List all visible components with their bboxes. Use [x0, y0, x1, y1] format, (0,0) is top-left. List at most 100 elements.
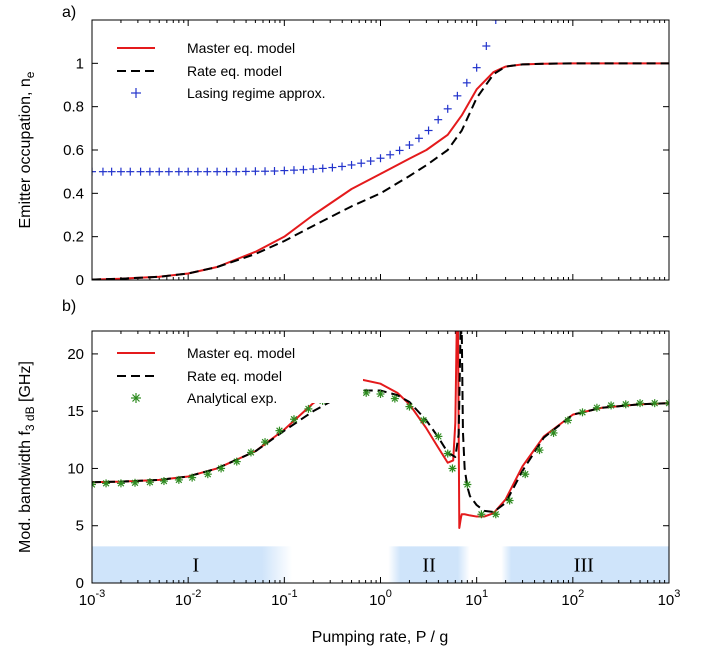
analytical-marker [477, 510, 486, 519]
analytical-marker [491, 510, 500, 519]
x-tick-label-base: 10 [79, 592, 96, 609]
analytical-marker [607, 401, 616, 410]
lasing-approx-marker [222, 167, 231, 176]
analytical-marker [102, 479, 111, 488]
analytical-marker [390, 394, 399, 403]
analytical-marker [232, 457, 241, 466]
lasing-approx-marker [155, 167, 164, 176]
x-tick-label-base: 10 [271, 592, 288, 609]
panel-a: a) 0 0.2 0.4 0.6 0.8 1 Emitter occupation, ne… [17, 4, 670, 289]
lasing-approx-marker [328, 163, 337, 172]
analytical-marker [592, 403, 601, 412]
legend-b-rate-label: Rate eq. model [187, 368, 282, 384]
x-tick-label: 10-1 [271, 588, 297, 609]
analytical-marker [650, 399, 659, 408]
lasing-approx-marker [126, 167, 135, 176]
analytical-marker [275, 426, 284, 435]
lasing-approx-marker [107, 167, 116, 176]
lasing-approx-marker [213, 167, 222, 176]
legend-a-lasing-label: Lasing regime approx. [187, 85, 326, 101]
analytical-marker [563, 416, 572, 425]
analytical-marker [636, 399, 645, 408]
lasing-approx-marker [405, 141, 414, 150]
panel-b-legend: Master eq. model Rate eq. model Analytic… [101, 341, 363, 406]
x-tick-label: 102 [561, 588, 584, 609]
lasing-approx-marker [376, 154, 385, 163]
legend-b-master-label: Master eq. model [187, 345, 295, 361]
lasing-approx-marker [193, 167, 202, 176]
x-tick-label-exponent: -3 [95, 588, 105, 600]
x-tick-label-base: 10 [561, 592, 578, 609]
lasing-approx-marker [164, 167, 173, 176]
analytical-marker [419, 416, 428, 425]
analytical-marker [549, 428, 558, 437]
lasing-approx-marker [472, 63, 481, 72]
lasing-approx-marker [434, 115, 443, 124]
x-tick-label-base: 10 [658, 592, 675, 609]
analytical-marker [203, 470, 212, 479]
lasing-approx-marker [347, 160, 356, 169]
analytical-marker [304, 404, 313, 413]
analytical-marker [443, 449, 452, 458]
region-label-2: II [422, 555, 435, 577]
analytical-marker [145, 478, 154, 487]
panel-b-y-axis-label-sub: 3 dB [23, 406, 37, 431]
panel-b-regions: I II III [92, 546, 669, 583]
analytical-marker [448, 464, 457, 473]
region-band-2 [388, 546, 470, 583]
y-tick-label: 0.2 [63, 229, 84, 246]
y-tick-label: 1 [76, 55, 84, 72]
panel-a-label: a) [62, 4, 76, 21]
lasing-approx-marker [443, 104, 452, 113]
lasing-approx-marker [261, 167, 270, 176]
panel-a-ticks: 0 0.2 0.4 0.6 0.8 1 [63, 20, 670, 289]
panel-a-y-axis-label: Emitter occupation, ne [17, 71, 37, 228]
analytical-marker [116, 479, 125, 488]
series-line-rate-eq [92, 331, 669, 513]
analytical-marker [188, 473, 197, 482]
region-label-3: III [574, 555, 594, 577]
x-tick-label-base: 10 [175, 592, 192, 609]
lasing-approx-marker [289, 166, 298, 175]
analytical-marker [505, 496, 514, 505]
x-tick-label: 100 [369, 588, 392, 609]
lasing-approx-marker [453, 91, 462, 100]
analytical-marker [621, 400, 630, 409]
panel-a-frame [91, 19, 670, 281]
lasing-approx-marker [270, 167, 279, 176]
lasing-approx-marker [136, 167, 145, 176]
x-tick-label-exponent: 2 [578, 588, 584, 600]
y-tick-label: 0.4 [63, 185, 84, 202]
y-tick-label: 0.6 [63, 142, 84, 159]
lasing-approx-marker [482, 42, 491, 50]
series-line-rate-eq [92, 62, 669, 280]
analytical-marker [434, 432, 443, 441]
analytical-marker [405, 402, 414, 411]
y-tick-label: 0 [76, 575, 84, 592]
lasing-approx-marker [414, 134, 423, 143]
panel-b-label: b) [62, 298, 76, 315]
panel-a-y-axis-label-main: Emitter occupation, n [17, 78, 34, 228]
x-tick-label-base: 10 [465, 592, 482, 609]
lasing-approx-marker [98, 167, 107, 176]
x-tick-label: 10-2 [175, 588, 201, 609]
lasing-approx-marker [318, 164, 327, 173]
panel-b-y-axis-label-main: Mod. bandwidth f [17, 431, 34, 553]
panel-b-y-axis-label: Mod. bandwidth f3 dB [GHz] [17, 361, 37, 553]
y-tick-label: 5 [76, 518, 84, 535]
lasing-approx-marker [184, 167, 193, 176]
x-tick-label-exponent: 0 [386, 588, 392, 600]
lasing-approx-marker [280, 166, 289, 175]
lasing-approx-marker [309, 165, 318, 174]
legend-a-rate-label: Rate eq. model [187, 63, 282, 79]
region-label-1: I [192, 555, 199, 577]
analytical-marker [665, 399, 669, 408]
lasing-approx-marker [338, 162, 347, 171]
lasing-approx-marker [366, 157, 375, 166]
lasing-approx-marker [299, 165, 308, 174]
analytical-marker [376, 390, 385, 398]
x-tick-label: 103 [658, 588, 681, 609]
lasing-approx-marker [491, 20, 500, 24]
analytical-marker [463, 480, 472, 489]
